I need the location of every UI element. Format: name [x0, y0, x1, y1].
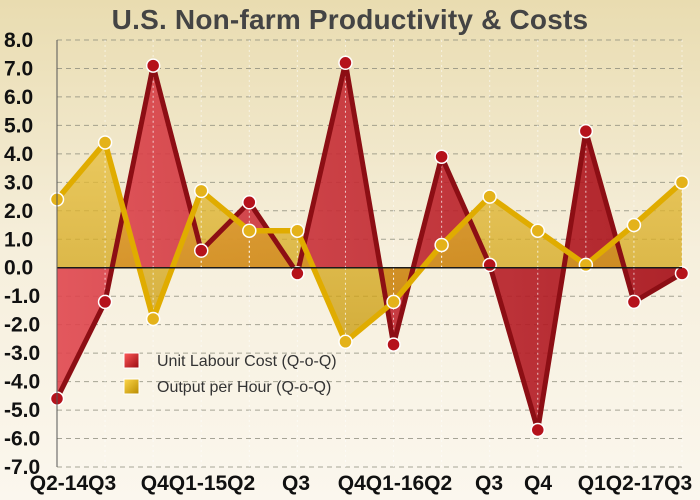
legend: Unit Labour Cost (Q-o-Q) Output per Hour … — [123, 352, 337, 396]
x-tick-label: Q4Q1-16Q2 — [338, 472, 452, 495]
data-point — [386, 337, 401, 352]
x-tick-label: Q1Q2-17Q3 — [578, 472, 692, 495]
data-point — [674, 266, 690, 281]
data-point — [434, 149, 449, 164]
data-point — [290, 223, 305, 238]
data-point — [530, 223, 546, 238]
x-tick-label: Q4Q1-15Q2 — [141, 472, 255, 495]
data-point — [242, 195, 257, 210]
y-tick-label: 1.0 — [4, 228, 33, 251]
chart-title: U.S. Non-farm Productivity & Costs — [111, 4, 589, 35]
y-tick-label: -5.0 — [4, 399, 40, 422]
y-tick-label: 8.0 — [4, 29, 33, 52]
data-point — [145, 58, 161, 73]
data-point — [338, 55, 353, 71]
data-point — [193, 243, 209, 258]
y-tick-label: 4.0 — [4, 143, 33, 166]
data-point — [145, 311, 161, 327]
data-point — [578, 123, 594, 139]
y-tick-label: -4.0 — [4, 371, 40, 394]
data-point — [193, 183, 209, 199]
line-output-per-hour — [54, 139, 685, 345]
data-point — [530, 422, 546, 438]
data-point — [626, 217, 642, 233]
y-tick-label: 6.0 — [4, 86, 33, 109]
y-tick-label: 2.0 — [4, 200, 33, 223]
data-point — [97, 135, 113, 150]
data-point — [242, 223, 257, 238]
legend-label: Unit Labour Cost (Q-o-Q) — [157, 353, 337, 370]
x-tick-label: Q4 — [524, 472, 552, 495]
data-point — [578, 257, 594, 273]
data-point — [386, 294, 401, 310]
y-tick-label: 7.0 — [4, 57, 33, 80]
line-unit-labour-cost — [54, 60, 685, 433]
legend-swatch — [123, 378, 140, 395]
data-point — [626, 294, 642, 310]
data-point — [674, 175, 690, 190]
lines — [54, 60, 685, 433]
x-tick-label: Q3 — [475, 472, 503, 495]
y-tick-label: 0.0 — [4, 257, 33, 280]
y-tick-label: -2.0 — [4, 314, 40, 337]
legend-swatch — [123, 352, 140, 369]
data-point — [338, 334, 353, 349]
legend-label: Output per Hour (Q-o-Q) — [157, 379, 331, 396]
data-point — [482, 257, 497, 273]
data-point — [482, 189, 497, 204]
y-tick-label: 3.0 — [4, 171, 33, 194]
x-tick-label: Q2-14Q3 — [30, 472, 116, 495]
y-tick-label: 5.0 — [4, 114, 33, 137]
area-unit-labour-cost — [57, 62, 682, 430]
y-tick-label: -6.0 — [4, 428, 40, 451]
data-point — [97, 294, 113, 310]
x-tick-label: Q3 — [282, 472, 310, 495]
data-point — [434, 237, 449, 253]
y-tick-label: -7.0 — [4, 456, 40, 479]
y-tick-label: -3.0 — [4, 342, 40, 365]
axes: 8.0 7.0 6.0 5.0 4.0 3.0 2.0 1.0 0.0 -1.0 -2.0 -3.0 -… — [4, 29, 692, 495]
y-tick-label: -1.0 — [4, 285, 40, 308]
data-point — [290, 266, 305, 281]
